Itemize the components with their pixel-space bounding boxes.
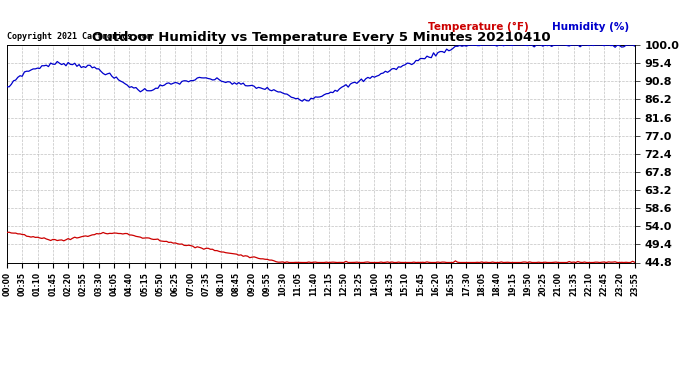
Legend: Temperature (°F), Humidity (%): Temperature (°F), Humidity (%): [403, 18, 633, 36]
Text: Copyright 2021 Cartronics.com: Copyright 2021 Cartronics.com: [7, 32, 152, 40]
Title: Outdoor Humidity vs Temperature Every 5 Minutes 20210410: Outdoor Humidity vs Temperature Every 5 …: [92, 31, 550, 44]
